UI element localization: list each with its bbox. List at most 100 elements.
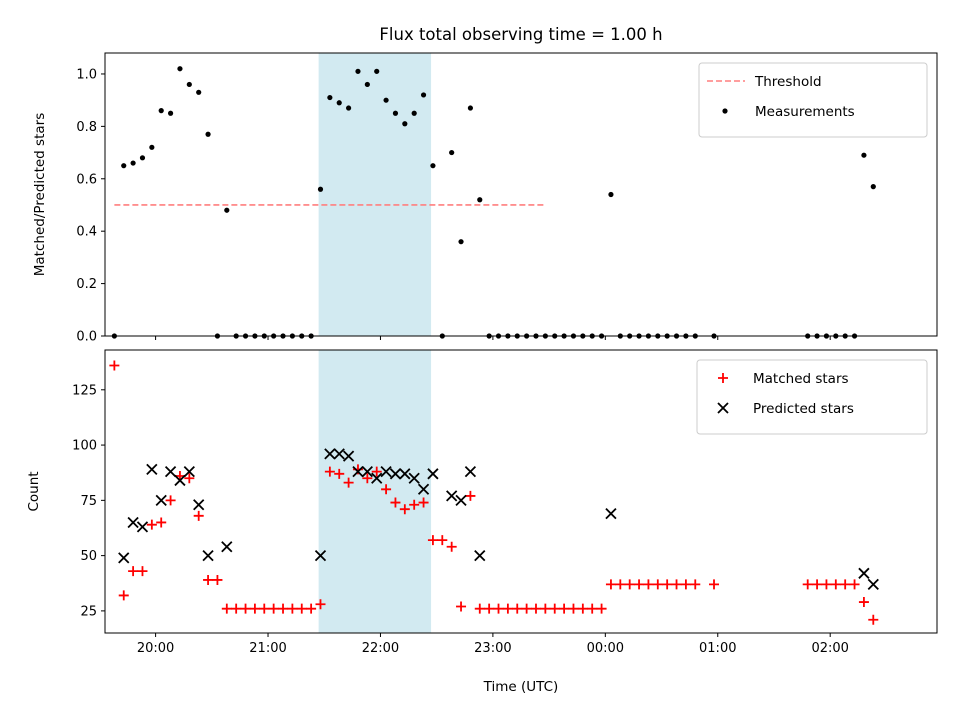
legend-matched-swatch bbox=[718, 373, 728, 383]
top-y-ticks: 0.0 0.2 0.4 0.6 0.8 1.0 bbox=[76, 67, 105, 345]
measurement-point bbox=[608, 191, 614, 198]
matched-star-point bbox=[830, 579, 841, 590]
predicted-star-point bbox=[408, 472, 420, 484]
x-tick-label: 02:00 bbox=[811, 641, 848, 656]
measurement-point bbox=[224, 207, 230, 213]
predicted-star-point bbox=[183, 465, 195, 478]
matched-star-point bbox=[212, 574, 223, 585]
predicted-star-point bbox=[446, 490, 458, 502]
measurement-point bbox=[327, 94, 333, 101]
measurement-point bbox=[177, 66, 183, 72]
matched-star-point bbox=[362, 473, 373, 484]
measurement-point bbox=[130, 160, 136, 166]
measurement-point bbox=[420, 92, 427, 98]
bottom-panel: 25 50 75 100 125 20:00 21:00 22:00 23:00 00:00 01… bbox=[26, 349, 938, 695]
predicted-star-point bbox=[314, 549, 327, 562]
matched-star-point bbox=[156, 517, 167, 528]
matched-star-point bbox=[296, 603, 307, 614]
measurement-point bbox=[186, 81, 192, 88]
y-tick-label: 0.4 bbox=[76, 225, 97, 240]
matched-star-point bbox=[146, 519, 157, 530]
matched-star-point bbox=[868, 614, 879, 625]
matched-star-point bbox=[709, 579, 720, 590]
matched-star-point bbox=[474, 603, 485, 614]
predicted-star-point bbox=[164, 465, 177, 478]
matched-star-point bbox=[371, 466, 382, 477]
matched-star-point bbox=[643, 579, 654, 590]
predicted-star-point bbox=[417, 483, 430, 495]
matched-star-point bbox=[315, 599, 326, 610]
matched-star-point bbox=[399, 504, 410, 515]
matched-star-point bbox=[446, 541, 457, 552]
matched-star-point bbox=[802, 579, 813, 590]
predicted-star-point bbox=[342, 450, 355, 462]
measurement-point bbox=[861, 152, 867, 158]
legend-label: Threshold bbox=[754, 74, 822, 90]
measurement-point bbox=[167, 110, 174, 116]
bottom-x-ticks: 20:00 21:00 22:00 23:00 00:00 01:00 02:00 bbox=[137, 633, 849, 656]
matched-star-point bbox=[240, 603, 251, 614]
matched-star-point bbox=[137, 566, 148, 577]
matched-star-point bbox=[858, 597, 869, 608]
matched-star-point bbox=[502, 603, 513, 614]
matched-star-point bbox=[615, 579, 626, 590]
matched-star-point bbox=[165, 495, 176, 506]
matched-star-point bbox=[671, 579, 682, 590]
predicted-star-point bbox=[118, 552, 130, 564]
bottom-xlabel: Time (UTC) bbox=[483, 679, 559, 695]
measurement-point bbox=[870, 184, 876, 190]
top-panel: 0.0 0.2 0.4 0.6 0.8 1.0 Flux total observing … bbox=[32, 25, 938, 345]
y-tick-label: 50 bbox=[80, 549, 97, 564]
matched-star-point bbox=[521, 603, 532, 614]
measurement-point bbox=[477, 197, 483, 203]
measurement-point bbox=[449, 149, 455, 156]
measurement-point bbox=[149, 144, 155, 150]
predicted-star-point bbox=[202, 549, 214, 562]
matched-star-point bbox=[418, 497, 429, 508]
predicted-star-point bbox=[867, 578, 879, 590]
x-tick-label: 01:00 bbox=[699, 641, 736, 656]
bottom-axes-frame bbox=[104, 349, 938, 634]
matched-star-point bbox=[549, 603, 560, 614]
measurement-point bbox=[392, 110, 399, 116]
matched-star-point bbox=[596, 603, 607, 614]
matched-star-point bbox=[259, 603, 270, 614]
bottom-highlight-band bbox=[318, 350, 432, 633]
y-tick-label: 0.6 bbox=[76, 172, 97, 187]
matched-star-point bbox=[118, 590, 129, 601]
measurement-point bbox=[121, 163, 127, 169]
matched-star-point bbox=[465, 490, 476, 501]
matched-star-point bbox=[324, 466, 335, 477]
predicted-star-point bbox=[127, 516, 139, 529]
matched-star-point bbox=[128, 566, 139, 577]
measurement-point bbox=[383, 97, 389, 103]
bottom-ylabel: Count bbox=[26, 471, 42, 511]
predicted-star-point bbox=[605, 507, 617, 520]
matched-star-point bbox=[184, 473, 195, 484]
bottom-y-ticks: 25 50 75 100 125 bbox=[72, 383, 105, 619]
top-legend: Threshold Measurements bbox=[698, 62, 928, 138]
x-tick-label: 00:00 bbox=[587, 641, 624, 656]
predicted-star-point bbox=[333, 448, 345, 460]
matched-star-point bbox=[484, 603, 495, 614]
predicted-star-point bbox=[221, 541, 233, 553]
matched-star-point bbox=[662, 579, 673, 590]
top-highlight-band bbox=[318, 53, 432, 336]
measurement-point bbox=[411, 110, 417, 116]
matched-star-point bbox=[287, 603, 298, 614]
matched-star-point bbox=[587, 603, 598, 614]
y-tick-label: 25 bbox=[80, 604, 97, 619]
x-tick-label: 23:00 bbox=[474, 641, 511, 656]
y-tick-label: 0.8 bbox=[76, 120, 97, 135]
predicted-star-point bbox=[361, 465, 373, 478]
matched-star-point bbox=[437, 535, 448, 546]
matched-star-point bbox=[840, 579, 851, 590]
matched-star-point bbox=[605, 579, 616, 590]
matched-star-point bbox=[268, 603, 279, 614]
legend-label: Measurements bbox=[755, 104, 855, 120]
measurement-point bbox=[317, 186, 324, 192]
predicted-star-point bbox=[136, 521, 149, 533]
predicted-star-point bbox=[380, 465, 392, 478]
measurement-point bbox=[205, 131, 211, 137]
matched-star-point bbox=[690, 579, 701, 590]
